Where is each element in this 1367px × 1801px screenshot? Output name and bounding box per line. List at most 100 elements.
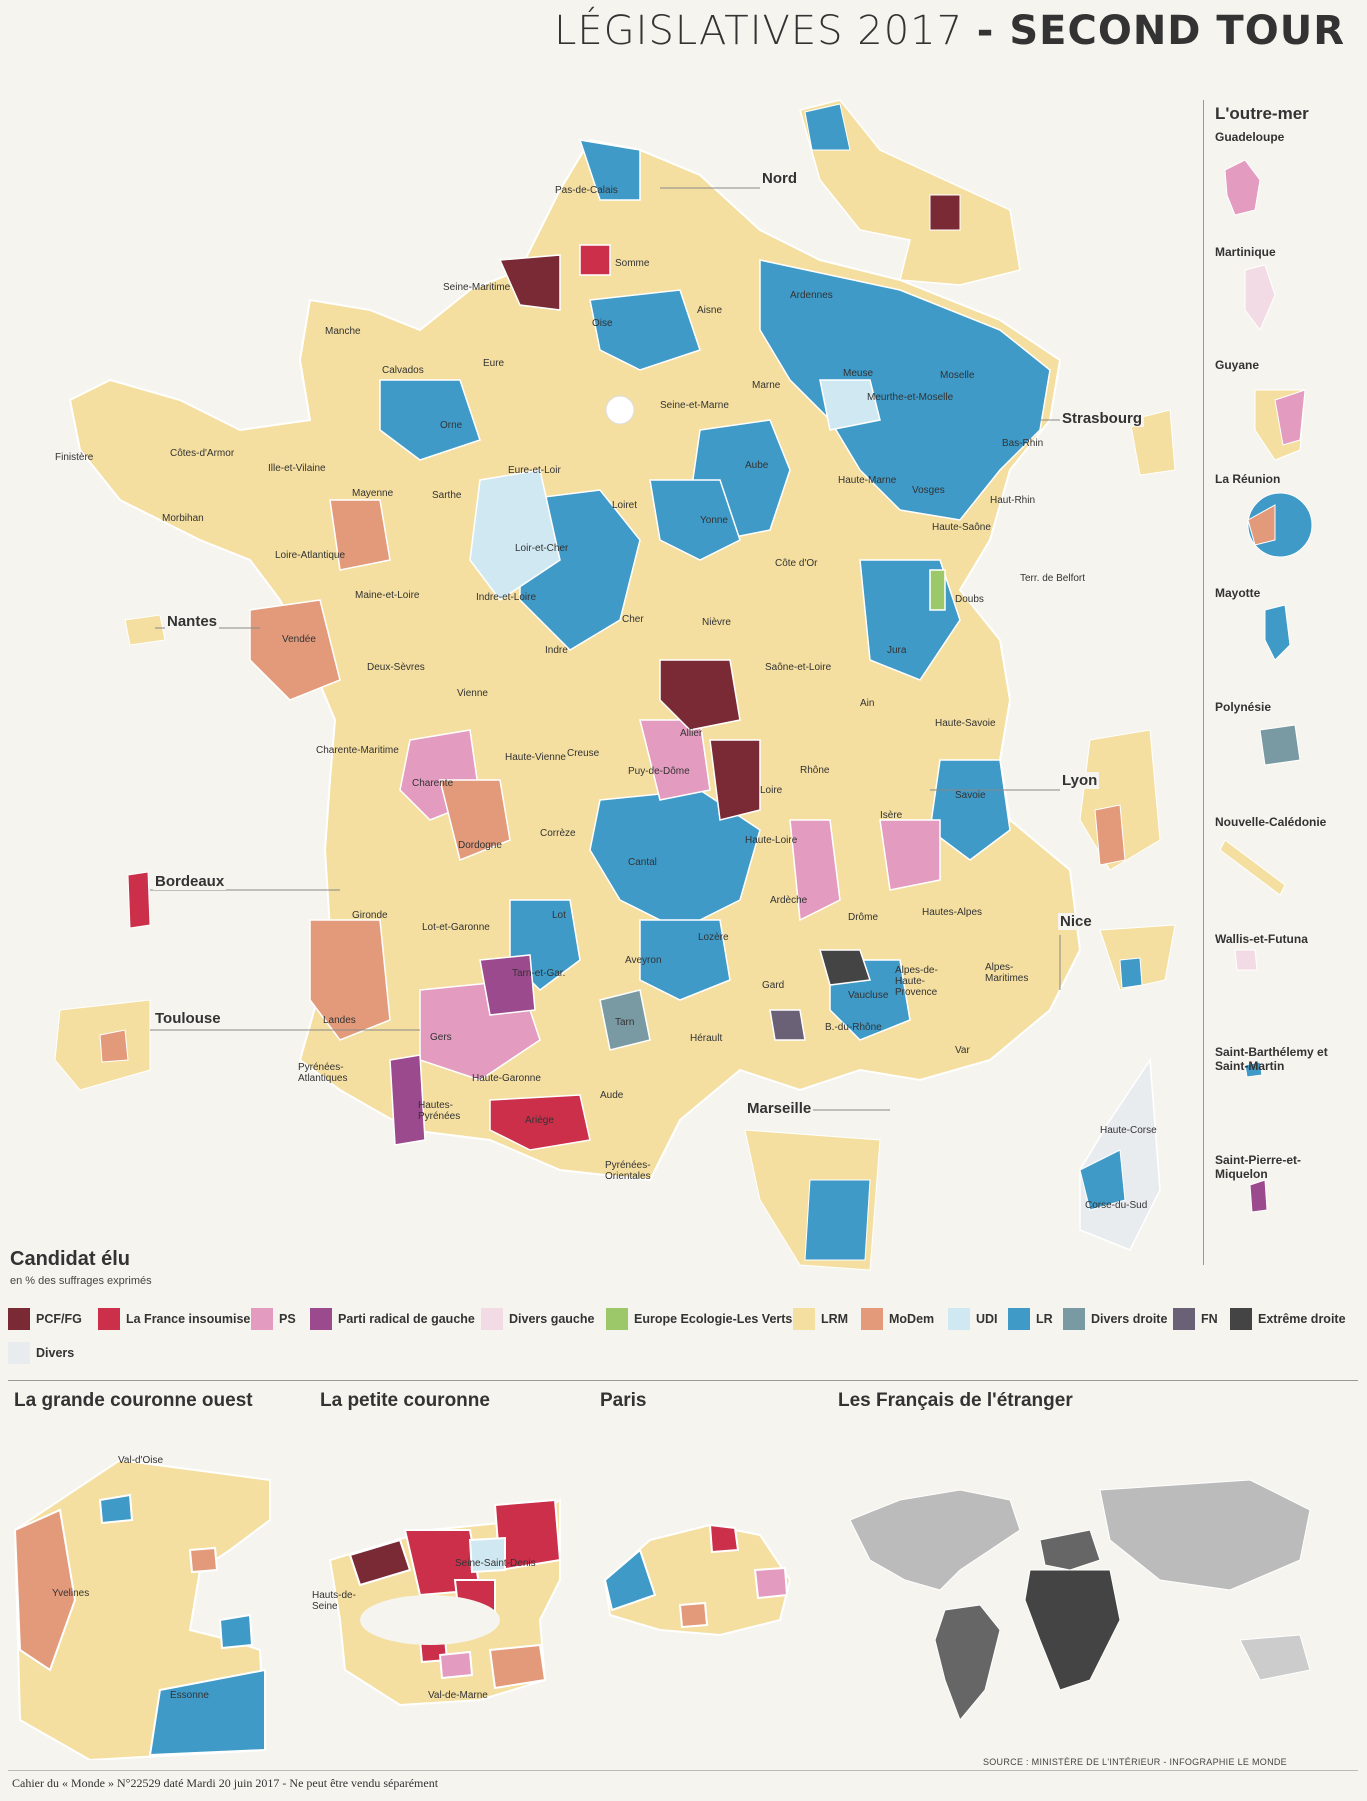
title-part1: LÉGISLATIVES 2017 (554, 8, 964, 54)
outremer-label: Saint-Pierre-et-Miquelon (1215, 1153, 1302, 1181)
dept-label: Ardèche (770, 895, 808, 906)
bottom-insets (13, 1458, 1311, 1760)
dept-label: Vendée (282, 634, 316, 645)
inset-label-hauts-de-seine: Hauts-de-Seine (312, 1590, 356, 1612)
dept-label: B.-du-Rhône (825, 1022, 882, 1033)
legend-swatch (861, 1308, 883, 1330)
reunion-modem (1247, 504, 1276, 546)
outremer-divider (1203, 100, 1204, 1265)
dept-label: Vienne (457, 688, 488, 699)
dept-label: Haute-Corse (1100, 1125, 1157, 1136)
dept-label: Oise (592, 318, 613, 329)
inset-label-yvelines: Yvelines (52, 1588, 90, 1599)
dept-label: Moselle (940, 370, 975, 381)
outremer-label: Wallis-et-Futuna (1215, 932, 1308, 946)
legend-label: UDI (976, 1312, 998, 1326)
legend-divider (8, 1380, 1358, 1381)
dept-label: Ain (860, 698, 875, 709)
dept-label: Calvados (382, 365, 424, 376)
legend-swatch (1063, 1308, 1085, 1330)
legend-item-pcf: PCF/FG (8, 1308, 82, 1330)
dept-label: Gers (430, 1032, 452, 1043)
paris-map (603, 1523, 792, 1637)
dept-label: Allier (680, 728, 703, 739)
marseille-inset-lr (804, 1179, 871, 1261)
dept-label: Nièvre (702, 617, 731, 628)
legend-swatch (8, 1308, 30, 1330)
region-lr-northeast (759, 259, 1051, 521)
petite-couronne-map (328, 1498, 562, 1707)
legend-label: Extrême droite (1258, 1312, 1346, 1326)
region-modem-mayenne (329, 499, 391, 571)
dept-label: Pas-de-Calais (555, 185, 618, 196)
dept-label: Meuse (843, 368, 874, 379)
dept-label: Haute-Saône (932, 522, 991, 533)
dept-label: Drôme (848, 912, 879, 923)
region-lr-savoie (929, 759, 1011, 861)
dept-label: Doubs (955, 594, 984, 605)
dept-label: Côte d'Or (775, 558, 818, 569)
footer-divider (8, 1770, 1358, 1771)
dept-label: Loire (760, 785, 783, 796)
region-udi-centre (469, 469, 561, 602)
dept-label: Indre (545, 645, 568, 656)
dept-label: Aude (600, 1090, 624, 1101)
dept-label: Loire-Atlantique (275, 550, 346, 561)
legend-swatch (793, 1308, 815, 1330)
dept-label: Corrèze (540, 828, 576, 839)
dept-label: Ille-et-Vilaine (268, 463, 326, 474)
legend-item-exd: Extrême droite (1230, 1308, 1346, 1330)
dept-label: Vaucluse (848, 990, 889, 1001)
dept-label: Maine-et-Loire (355, 590, 420, 601)
dept-label: Meurthe-et-Moselle (867, 392, 954, 403)
region-pcf-loire (709, 739, 761, 821)
legend-label: Parti radical de gauche (338, 1312, 475, 1326)
legend-label: LRM (821, 1312, 849, 1326)
legend-label: Europe Ecologie-Les Verts (634, 1312, 793, 1326)
city-label-nice: Nice (1058, 913, 1094, 930)
nice-inset-lr (1119, 957, 1143, 989)
dept-label: Marne (752, 380, 781, 391)
dept-label: Hautes-Alpes (922, 907, 983, 918)
dept-label: Cantal (628, 857, 657, 868)
paris-center (605, 395, 635, 425)
caledonie-shape (1219, 839, 1286, 896)
legend-label: La France insoumise (126, 1312, 251, 1326)
legend-item-dvd: Divers droite (1063, 1308, 1167, 1330)
outremer-maps (1219, 159, 1313, 1213)
legend-label: MoDem (889, 1312, 935, 1326)
mayotte-shape (1264, 604, 1291, 661)
outremer-label: Martinique (1215, 245, 1276, 259)
martinique-shape (1244, 264, 1276, 331)
dept-label: Bas-Rhin (1002, 438, 1044, 449)
guadeloupe-shape (1224, 159, 1261, 216)
city-label-marseille: Marseille (745, 1100, 814, 1117)
dept-label: Cher (622, 614, 644, 625)
dept-label: Ariège (525, 1115, 554, 1126)
inset-label-val-doise: Val-d'Oise (118, 1455, 164, 1466)
dept-label: Jura (887, 645, 907, 656)
legend-item-udi: UDI (948, 1308, 998, 1330)
city-label-bordeaux: Bordeaux (153, 873, 227, 890)
dept-label: Charente (412, 778, 454, 789)
corse-lr (1079, 1149, 1126, 1211)
legend-label: Divers (36, 1346, 75, 1360)
dept-label: Aube (745, 460, 769, 471)
legend-label: PS (279, 1312, 296, 1326)
dept-label: Côtes-d'Armor (170, 448, 235, 459)
legend-swatch (948, 1308, 970, 1330)
dept-label: Alpes-de-Haute-Provence (895, 965, 938, 998)
legend-subtitle: en % des suffrages exprimés (10, 1275, 152, 1287)
outremer-label: Polynésie (1215, 700, 1272, 714)
dept-label: Lot-et-Garonne (422, 922, 490, 933)
legend-label: Divers gauche (509, 1312, 595, 1326)
dept-label: Eure-et-Loir (508, 465, 561, 476)
dept-label: Manche (325, 326, 361, 337)
dept-label: Lozère (698, 932, 729, 943)
dept-label: Finistère (55, 452, 94, 463)
title-part2: - SECOND TOUR (976, 8, 1345, 54)
outremer-label: La Réunion (1215, 472, 1281, 486)
region-eelv-doubs (929, 569, 946, 611)
region-prg-hpyrenees (389, 1054, 426, 1146)
map-regions (54, 99, 1176, 1271)
